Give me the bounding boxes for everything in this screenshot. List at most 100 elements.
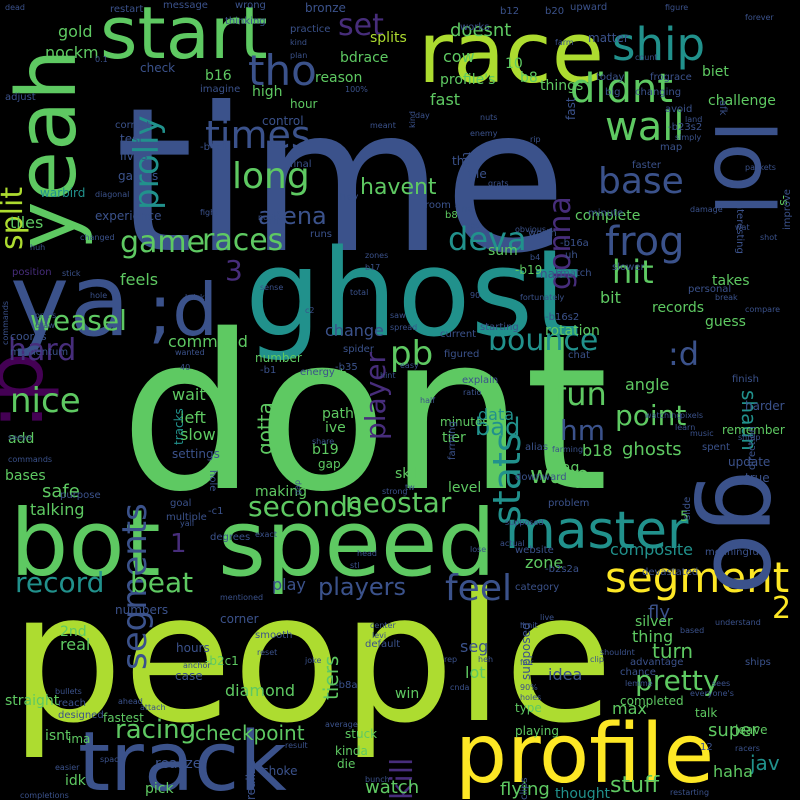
- word-challenge: challenge: [708, 93, 776, 109]
- word-bot: bot: [10, 490, 161, 597]
- word-nockm: nockm: [45, 43, 99, 62]
- word-gonna: gonna: [543, 196, 578, 290]
- word-update: update: [728, 455, 770, 469]
- word-commands: commands: [8, 455, 52, 464]
- word-cow: cow: [443, 47, 475, 66]
- word-case: case: [175, 669, 203, 683]
- word-real: real: [60, 635, 90, 654]
- word-shouldnt: shouldnt: [600, 648, 635, 657]
- word-works: works: [460, 22, 489, 33]
- word-record: record: [15, 566, 104, 599]
- word-room: room: [425, 200, 451, 211]
- word-die: die: [337, 757, 355, 771]
- word-b16: b16: [205, 68, 232, 84]
- word-corner: corner: [220, 612, 259, 626]
- word-weasel: weasel: [30, 304, 127, 337]
- word-seconds: seconds: [248, 490, 362, 523]
- word-tiers: tiers: [319, 656, 343, 700]
- word-total: total: [350, 288, 368, 297]
- word-purpose: purpose: [60, 490, 101, 501]
- word-joke: joke: [304, 656, 321, 665]
- word-music: music: [690, 429, 714, 438]
- word-profile: profile: [455, 707, 714, 800]
- word-turn: turn: [652, 639, 693, 663]
- word-biet: biet: [702, 64, 729, 80]
- word-center: center: [370, 621, 396, 630]
- word-realize: realize: [155, 756, 201, 772]
- word-fun: fun: [555, 375, 607, 413]
- word-website: website: [515, 545, 554, 556]
- word-tile: tile: [468, 167, 487, 181]
- word-bad: bad: [475, 413, 520, 441]
- word-lag: lag: [558, 460, 579, 476]
- word-safe: safe: [42, 481, 80, 502]
- word-notice: notice: [258, 213, 283, 222]
- word-pixels: pixels: [680, 411, 703, 420]
- word-wat: wat: [735, 223, 750, 232]
- word-sense: sense: [260, 283, 283, 292]
- word-changed: changed: [80, 233, 115, 242]
- word-rotation: rotation: [545, 323, 600, 339]
- word-holes: holes: [520, 693, 541, 702]
- word-adjust: adjust: [5, 92, 36, 103]
- word-result: result: [285, 741, 308, 750]
- word-b4c1: -b4c1: [200, 142, 228, 153]
- word-five: 5: [680, 509, 689, 525]
- word-personal: personal: [688, 284, 731, 295]
- word-actual: actual: [500, 539, 525, 548]
- word-feels: feels: [120, 270, 158, 289]
- word-add: add: [8, 431, 34, 447]
- word-half: half: [420, 396, 435, 405]
- word-b2c1: -b2c1: [205, 654, 239, 668]
- word-isnt: isnt: [45, 728, 71, 744]
- word-hey: hey: [340, 192, 358, 203]
- word-harder: harder: [745, 399, 785, 413]
- word-b4: b4: [530, 253, 540, 262]
- word-thing: thing: [632, 627, 673, 646]
- word-b35: -b35: [335, 362, 358, 373]
- word-degrees: degrees: [210, 532, 250, 543]
- word-stick: stick: [62, 269, 81, 278]
- word-spent: spent: [702, 442, 730, 453]
- word-spider: spider: [343, 344, 375, 355]
- word-go: go: [691, 470, 800, 595]
- word-advantage: advantage: [630, 657, 683, 668]
- word-profiles: profile's: [440, 72, 495, 88]
- word-huh: huh: [30, 243, 45, 252]
- word-yeah: yeah: [0, 49, 95, 250]
- word-spread: spread: [390, 323, 417, 332]
- word-stuck: stuck: [345, 727, 377, 741]
- word-players: players: [318, 573, 406, 601]
- word-default: default: [365, 639, 400, 650]
- word-supposed: supposed: [505, 518, 543, 527]
- word-forever: forever: [745, 13, 774, 22]
- word-fair: fair: [520, 658, 534, 667]
- word-dont: dont: [120, 288, 609, 539]
- word-play: play: [272, 575, 306, 594]
- word-colon-d: :d: [668, 335, 699, 373]
- word-position: position: [12, 267, 52, 278]
- word-warp: warp: [530, 461, 589, 489]
- word-diamond: diamond: [225, 681, 295, 700]
- word-matter: matter: [588, 31, 629, 45]
- word-split: split: [0, 187, 30, 250]
- word-clip: clip: [590, 655, 604, 664]
- word-neostar: neostar: [345, 486, 452, 519]
- word-completed: completed: [620, 694, 684, 708]
- word-straight: straight: [5, 693, 60, 709]
- word-compare: compare: [745, 305, 780, 314]
- word-slower: slower: [612, 262, 645, 273]
- word-learn: learn: [675, 423, 695, 432]
- word-stats: stats: [485, 432, 529, 525]
- word-ten: 10: [505, 56, 523, 72]
- word-takes: takes: [712, 273, 750, 289]
- word-ninety-pct: 90%: [520, 683, 538, 692]
- word-frog: frog: [605, 219, 685, 265]
- word-races: races: [202, 223, 283, 258]
- word-hint: hint: [380, 371, 396, 380]
- word-nice: nice: [10, 381, 81, 421]
- word-ima: ima: [68, 732, 90, 746]
- word-ratio: ratio: [463, 388, 482, 397]
- word-farm: farm: [555, 38, 574, 47]
- word-grats: grats: [488, 179, 509, 188]
